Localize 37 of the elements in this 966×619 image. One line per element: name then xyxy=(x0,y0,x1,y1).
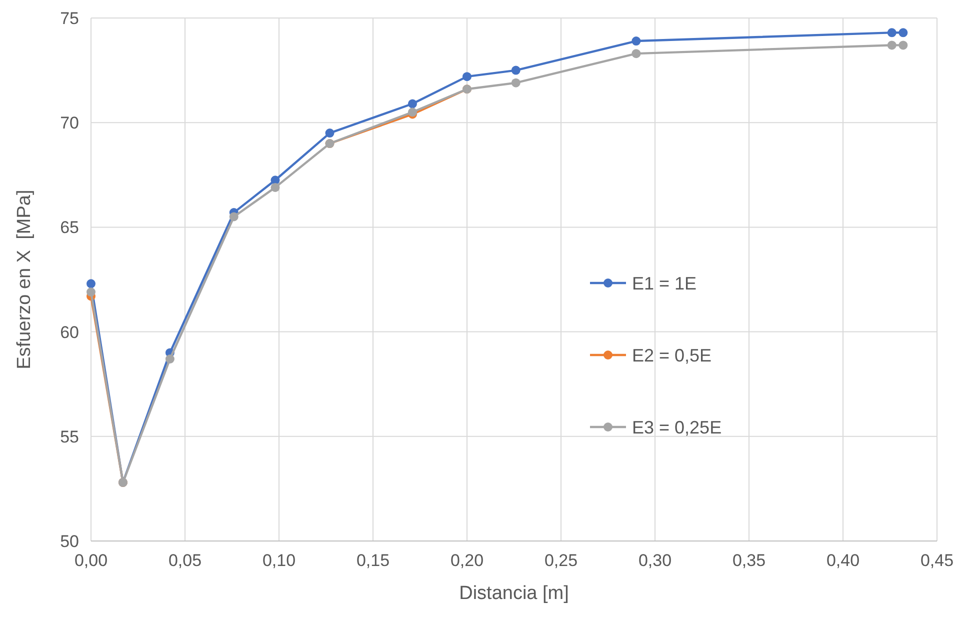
point xyxy=(887,28,896,38)
x-axis-title: Distancia [m] xyxy=(459,583,569,604)
legend-label: E2 = 0,5E xyxy=(632,345,712,366)
point xyxy=(325,128,334,138)
x-tick-label: 0,10 xyxy=(262,551,296,570)
point xyxy=(887,40,896,50)
point xyxy=(86,279,96,288)
point xyxy=(462,72,472,82)
point xyxy=(511,66,520,75)
x-tick-label: 0,35 xyxy=(732,551,766,570)
point xyxy=(229,212,238,222)
point xyxy=(632,49,641,58)
y-tick-label: 75 xyxy=(60,8,79,28)
x-tick-label: 0,15 xyxy=(356,551,390,570)
y-tick-label: 55 xyxy=(60,427,79,446)
legend-label: E3 = 0,25E xyxy=(632,417,722,438)
x-tick-label: 0,00 xyxy=(74,551,108,570)
point xyxy=(898,28,908,38)
x-tick-label: 0,40 xyxy=(826,551,860,570)
x-tick-label: 0,05 xyxy=(168,551,202,570)
point xyxy=(408,99,417,108)
y-tick-label: 50 xyxy=(60,532,79,551)
point xyxy=(270,182,280,192)
x-tick-label: 0,20 xyxy=(450,551,484,570)
y-tick-label: 60 xyxy=(60,322,79,342)
y-axis-title: Esfuerzo en X [MPa] xyxy=(14,190,35,370)
y-tick-label: 65 xyxy=(60,218,79,238)
point xyxy=(632,36,641,46)
y-tick-label: 70 xyxy=(60,114,79,133)
x-tick-label: 0,45 xyxy=(920,551,954,570)
legend-label: E1 = 1E xyxy=(632,273,697,294)
x-tick-label: 0,30 xyxy=(638,551,672,570)
point xyxy=(86,288,96,297)
point xyxy=(511,78,520,88)
point xyxy=(165,354,174,364)
point xyxy=(898,40,908,50)
x-tick-label: 0,25 xyxy=(544,551,578,570)
